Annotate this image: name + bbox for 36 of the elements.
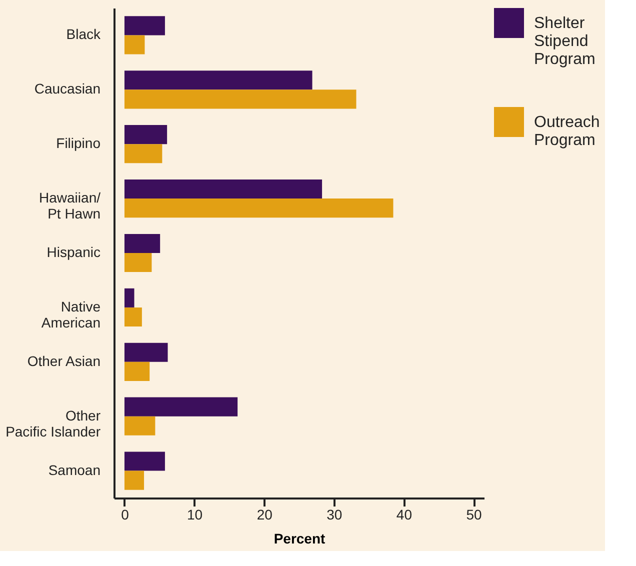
bar: [124, 16, 165, 36]
y-tick-label: Samoan: [48, 462, 100, 478]
y-tick-label: Caucasian: [34, 80, 100, 97]
y-tick-label: Hawaiian/ Pt Hawn: [39, 190, 101, 222]
y-tick-label: Other Pacific Islander: [6, 407, 101, 440]
bar: [124, 180, 322, 199]
bar: [124, 70, 312, 90]
y-tick-label: Hispanic: [46, 244, 100, 260]
x-tick-label: 40: [396, 506, 412, 522]
x-tick-label: 20: [256, 506, 273, 522]
x-tick-label: 0: [121, 506, 130, 522]
x-tick-label: 30: [326, 506, 342, 522]
legend-label: Outreach Program: [534, 114, 600, 149]
y-tick-label: Black: [66, 26, 102, 42]
y-tick-label: Native American: [41, 298, 101, 330]
bar: [124, 144, 162, 164]
bar: [124, 35, 145, 54]
bar: [124, 288, 134, 308]
bar: [124, 470, 144, 490]
x-tick-label: 10: [186, 506, 203, 522]
y-tick-label: Filipino: [56, 135, 101, 152]
bar: [124, 253, 152, 272]
bar: [124, 452, 165, 471]
bar: [124, 416, 156, 436]
bar: [124, 307, 142, 326]
x-axis-title: Percent: [274, 530, 326, 546]
bar: [124, 198, 394, 218]
legend-label: Shelter Stipend Program: [534, 15, 596, 68]
y-tick-label: Other Asian: [27, 352, 100, 369]
x-tick-label: 50: [466, 506, 482, 522]
bar: [124, 125, 168, 144]
bar: [124, 362, 150, 381]
bar: [124, 342, 168, 362]
bar: [124, 234, 160, 253]
bar: [124, 90, 356, 109]
bar: [124, 397, 238, 416]
